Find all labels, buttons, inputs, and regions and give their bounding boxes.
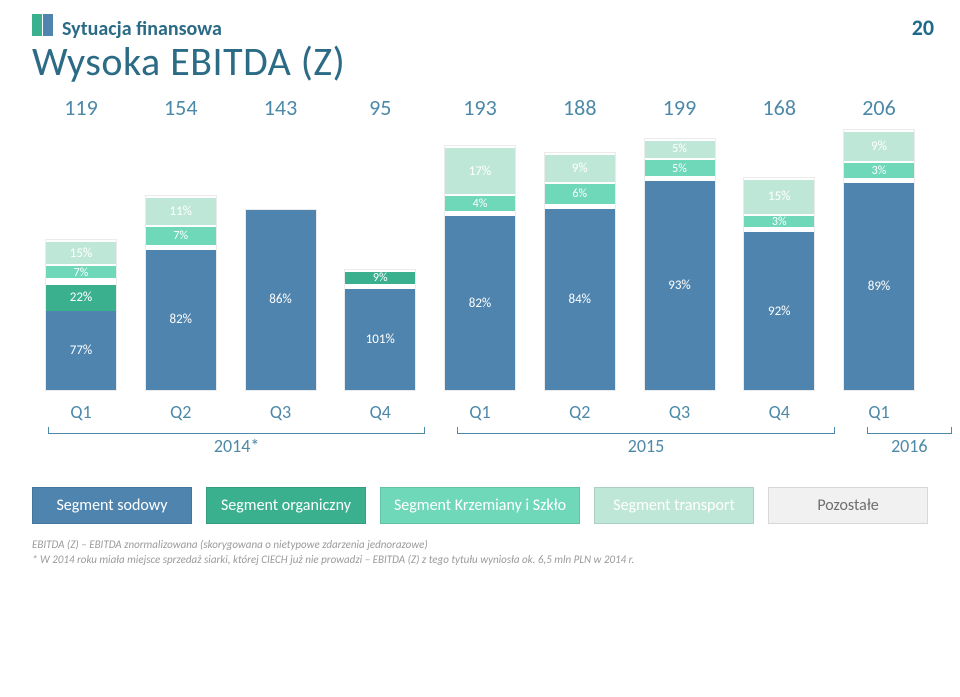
bar-total-label: 95 — [369, 94, 391, 121]
quarter-label: Q3 — [270, 401, 291, 423]
stacked-bar: 77%22% 7%15% — [45, 239, 117, 391]
quarter-label: Q4 — [769, 401, 790, 423]
bar-segment-krzemiany: 3% — [744, 214, 814, 228]
stacked-bar: 82% 4%17% — [444, 145, 516, 391]
quarter-label-col: Q3 — [242, 391, 320, 423]
bar-segment-krzemiany: 5% — [645, 158, 715, 177]
bar-column: 199 93% 5%5% — [641, 94, 719, 391]
bar-segment-transport: 9% — [545, 153, 615, 182]
quarter-label: Q2 — [170, 401, 191, 423]
bar-segment-sodowy: 101% — [345, 289, 415, 390]
legend-item: Segment sodowy — [32, 487, 192, 524]
bar-segment-transport: 17% — [445, 146, 515, 193]
bar-total-label: 188 — [563, 94, 596, 121]
bar-total-label: 193 — [463, 94, 496, 121]
bar-total-label: 119 — [64, 94, 97, 121]
bar-total-label: 199 — [663, 94, 696, 121]
legend-item: Segment transport — [594, 487, 754, 524]
bar-segment-sodowy: 92% — [744, 232, 814, 390]
bar-segment-krzemiany: 7% — [146, 225, 216, 246]
bar-segment-sodowy: 89% — [844, 183, 914, 390]
quarter-label-col: Q4 — [341, 391, 419, 423]
bar-segment-organiczny: 22% — [46, 283, 116, 311]
quarter-label: Q3 — [669, 401, 690, 423]
quarter-label-col: Q1 — [840, 391, 918, 423]
bar-column: 193 82% 4%17% — [441, 94, 519, 391]
legend-item: Segment organiczny — [206, 487, 366, 524]
bar-column: 143 86% — [242, 94, 320, 391]
quarter-label-col: Q4 — [740, 391, 818, 423]
bar-segment-krzemiany: 3% — [844, 161, 914, 178]
quarter-label-col: Q2 — [541, 391, 619, 423]
quarter-label: Q1 — [868, 401, 889, 423]
stacked-bar: 89% 3%9% — [843, 129, 915, 391]
page-number: 20 — [912, 14, 934, 41]
stacked-bar: 92% 3%15% — [743, 177, 815, 391]
bar-segment-sodowy: 86% — [246, 210, 316, 390]
legend: Segment sodowy Segment organiczny Segment … — [32, 487, 928, 524]
bar-segment-sodowy: 82% — [445, 216, 515, 390]
stacked-bar: 82% 7%11% — [145, 195, 217, 391]
bar-segment-sodowy: 82% — [146, 250, 216, 390]
bar-column: 188 84% 6%9% — [541, 94, 619, 391]
stacked-bar: 84% 6%9% — [544, 152, 616, 391]
bar-segment-sodowy: 84% — [545, 209, 615, 390]
bar-total-label: 168 — [763, 94, 796, 121]
bar-total-label: 206 — [862, 94, 895, 121]
bar-column: 206 89% 3%9% — [840, 94, 918, 391]
bar-segment-sodowy: 93% — [645, 181, 715, 390]
quarter-label-col: Q3 — [641, 391, 719, 423]
quarter-label: Q1 — [70, 401, 91, 423]
quarter-label: Q1 — [469, 401, 490, 423]
legend-item: Pozostałe — [768, 487, 928, 524]
bar-segment-krzemiany: 6% — [545, 182, 615, 205]
bar-segment-sodowy: 77% — [46, 311, 116, 390]
bar-column: 154 82% 7%11% — [142, 94, 220, 391]
bar-column: 95 101% 9% — [341, 94, 419, 391]
bar-column: 168 92% 3%15% — [740, 94, 818, 391]
bar-segment-transport: 15% — [46, 240, 116, 265]
year-group-label: 2015 — [451, 427, 840, 457]
bar-segment-krzemiany: 4% — [445, 194, 515, 212]
stacked-bar: 101% 9% — [344, 269, 416, 391]
legend-item: Segment Krzemiany i Szkło — [380, 487, 580, 524]
bar-segment-transport: 11% — [146, 196, 216, 225]
bar-total-label: 143 — [264, 94, 297, 121]
bar-segment-transport: 15% — [744, 178, 814, 214]
ebitda-chart: 11977%22%7%15%15482%7%11%14386%95101%9%1… — [32, 94, 928, 457]
quarter-label: Q2 — [569, 401, 590, 423]
stacked-bar: 93% 5%5% — [644, 138, 716, 391]
bar-segment-transport: 9% — [844, 130, 914, 161]
stacked-bar: 86% — [245, 209, 317, 391]
quarter-label-col: Q1 — [42, 391, 120, 423]
page-title: Wysoka EBITDA (Z) — [32, 37, 928, 86]
bar-segment-krzemiany: 7% — [46, 264, 116, 279]
footnotes: EBITDA (Z) – EBITDA znormalizowana (skor… — [32, 538, 928, 568]
quarter-label-col: Q1 — [441, 391, 519, 423]
bar-segment-organiczny: 9% — [345, 270, 415, 285]
bar-segment-transport: 5% — [645, 139, 715, 158]
quarter-label: Q4 — [370, 401, 391, 423]
year-group-label: 2014* — [42, 427, 431, 457]
year-group-label: 2016 — [861, 427, 958, 457]
bar-column: 119 77%22% 7%15% — [42, 94, 120, 391]
quarter-label-col: Q2 — [142, 391, 220, 423]
footnote-1: EBITDA (Z) – EBITDA znormalizowana (skor… — [32, 538, 928, 553]
bar-total-label: 154 — [164, 94, 197, 121]
footnote-2: * W 2014 roku miała miejsce sprzedaż sia… — [32, 553, 928, 568]
